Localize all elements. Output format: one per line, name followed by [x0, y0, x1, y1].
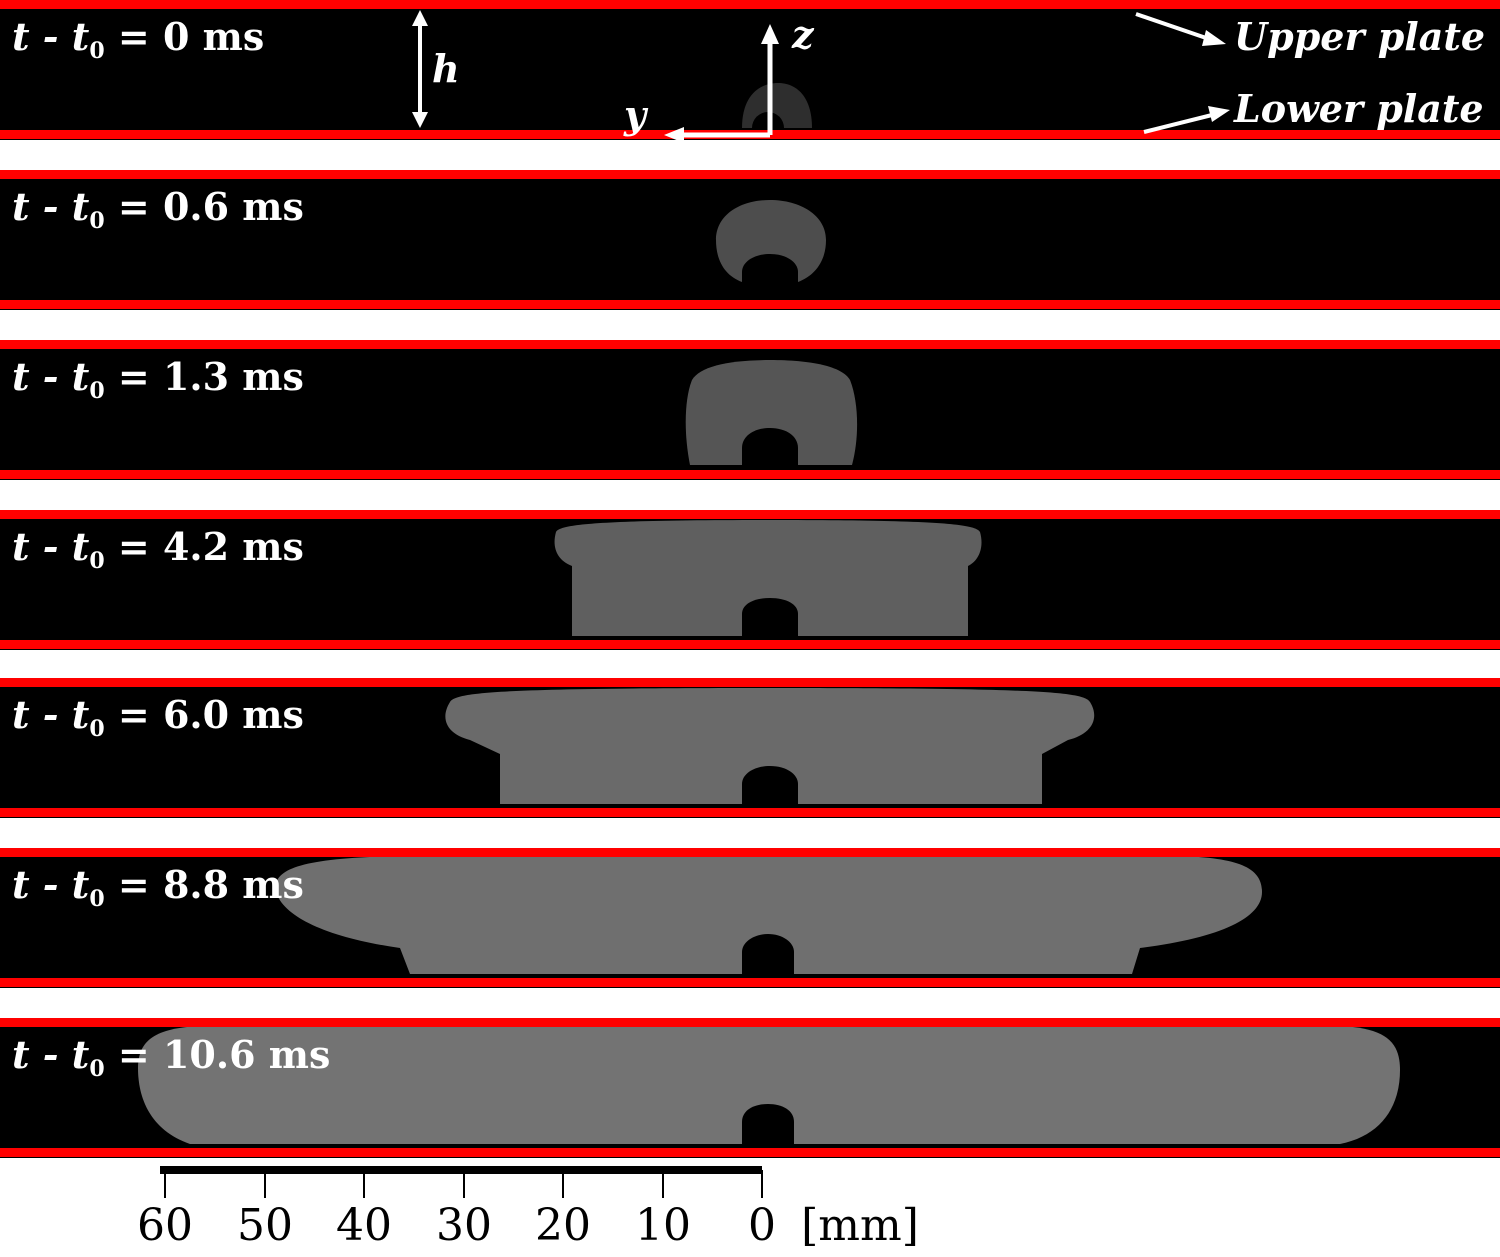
scale-bar-ticks	[164, 1170, 763, 1198]
h-arrow	[412, 10, 428, 128]
frame-t0: t - t0 = 0 ms h z y Upper plate Lower pl…	[0, 0, 1500, 140]
frame-t3-image	[0, 510, 1500, 649]
y-label: y	[624, 92, 647, 137]
lower-plate-label: Lower plate	[1234, 86, 1484, 131]
frame-t2-image	[0, 340, 1500, 479]
frame-t2: t - t0 = 1.3 ms	[0, 340, 1500, 480]
time-label: t - t0 = 0 ms	[12, 14, 265, 64]
axes-icon	[664, 24, 779, 140]
time-label: t - t0 = 8.8 ms	[12, 862, 304, 912]
upper-plate-label: Upper plate	[1234, 14, 1486, 59]
scale-tick-label: 20	[535, 1200, 591, 1251]
frame-t0-image	[0, 0, 1500, 140]
time-label: t - t0 = 10.6 ms	[12, 1032, 331, 1082]
frame-t3: t - t0 = 4.2 ms	[0, 510, 1500, 650]
upper-plate	[0, 678, 1500, 687]
upper-plate	[0, 170, 1500, 179]
lower-plate	[0, 300, 1500, 309]
scale-tick-label: 30	[436, 1200, 492, 1251]
lower-plate-arrow	[1143, 106, 1230, 134]
lower-plate	[0, 1148, 1500, 1157]
time-label: t - t0 = 6.0 ms	[12, 692, 304, 742]
scale-unit-label: [mm]	[801, 1200, 919, 1251]
scale-bar	[160, 1166, 763, 1198]
scale-tick-label: 10	[635, 1200, 691, 1251]
z-label: z	[792, 12, 814, 57]
time-label: t - t0 = 4.2 ms	[12, 524, 304, 574]
upper-plate	[0, 0, 1500, 9]
frame-t4-image	[0, 678, 1500, 817]
frame-t1: t - t0 = 0.6 ms	[0, 170, 1500, 310]
upper-plate	[0, 510, 1500, 519]
upper-plate	[0, 340, 1500, 349]
lower-plate	[0, 808, 1500, 817]
scale-tick-label: 50	[237, 1200, 293, 1251]
frame-t1-image	[0, 170, 1500, 309]
lower-plate	[0, 978, 1500, 987]
frame-t6: t - t0 = 10.6 ms	[0, 1018, 1500, 1158]
scale-tick-label: 0	[748, 1200, 776, 1251]
scale-tick-label: 60	[137, 1200, 193, 1251]
time-label: t - t0 = 1.3 ms	[12, 354, 304, 404]
h-label: h	[432, 46, 460, 91]
upper-plate	[0, 848, 1500, 857]
frame-t6-image	[0, 1018, 1500, 1157]
lower-plate	[0, 470, 1500, 479]
frame-t5-image	[0, 848, 1500, 987]
upper-plate	[0, 1018, 1500, 1027]
frame-t5: t - t0 = 8.8 ms	[0, 848, 1500, 988]
lower-plate	[0, 640, 1500, 649]
scale-bar-line	[160, 1166, 762, 1174]
scale-tick-label: 40	[336, 1200, 392, 1251]
frame-t4: t - t0 = 6.0 ms	[0, 678, 1500, 818]
time-label: t - t0 = 0.6 ms	[12, 184, 304, 234]
upper-plate-arrow	[1135, 12, 1226, 46]
